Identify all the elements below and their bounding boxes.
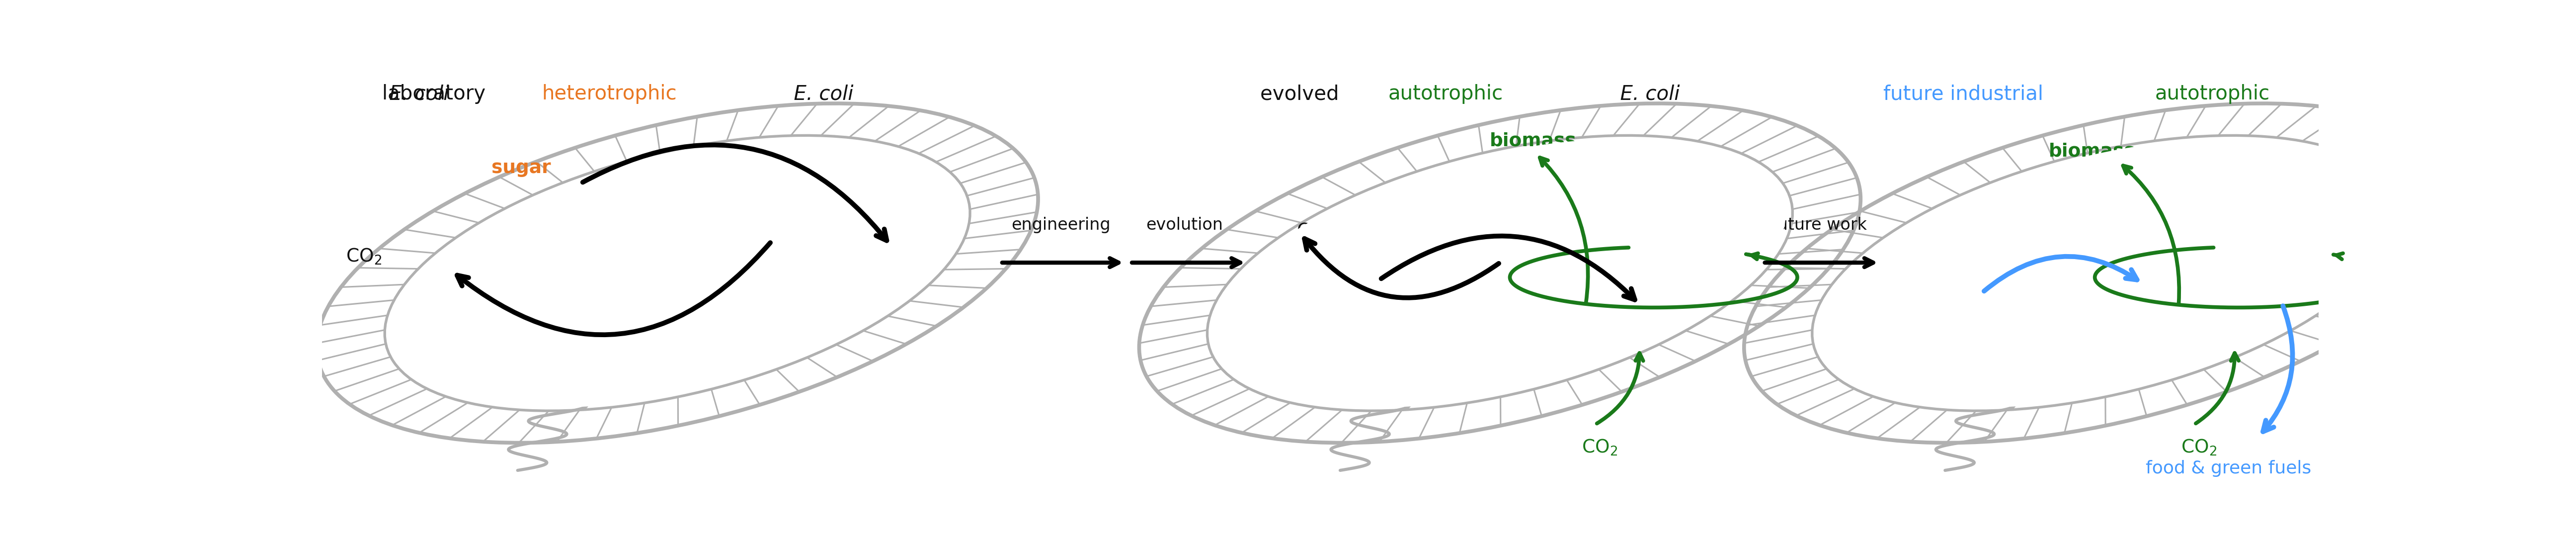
Text: future work: future work (1772, 217, 1868, 233)
Text: laboratory: laboratory (381, 84, 492, 104)
Text: carbon
fixation
cycle: carbon fixation cycle (1628, 254, 1677, 301)
Text: E. coli: E. coli (1607, 84, 1680, 104)
Text: energy: energy (1324, 315, 1383, 332)
Text: heterotrophic: heterotrophic (541, 84, 677, 104)
Text: energy: energy (801, 219, 860, 235)
Ellipse shape (1819, 138, 2391, 408)
Ellipse shape (392, 138, 963, 408)
Text: evolved: evolved (1260, 84, 1345, 104)
Text: food & green fuels: food & green fuels (2146, 460, 2311, 477)
Text: evolution: evolution (1146, 217, 1224, 233)
Text: sugar: sugar (492, 159, 551, 177)
Text: E. coli: E. coli (376, 84, 448, 104)
Text: CO$_2$: CO$_2$ (345, 247, 381, 266)
Text: CO$_2$: CO$_2$ (1296, 222, 1332, 241)
Text: autotrophic: autotrophic (2154, 84, 2269, 104)
Text: autotrophic: autotrophic (1388, 84, 1502, 104)
Text: E. coli: E. coli (781, 84, 853, 104)
Text: CO$_2$: CO$_2$ (1582, 438, 1618, 457)
Text: engineering: engineering (1010, 217, 1110, 233)
Text: chemical: chemical (1316, 288, 1394, 305)
Text: biomass: biomass (2048, 142, 2136, 160)
Ellipse shape (1213, 138, 1785, 408)
Text: CO$_2$: CO$_2$ (2182, 438, 2215, 457)
Text: future industrial: future industrial (1883, 84, 2050, 104)
Text: energy: energy (1958, 323, 2020, 340)
Text: biomass: biomass (778, 270, 863, 288)
Text: biomass: biomass (1489, 132, 1577, 150)
Text: renewable: renewable (1942, 296, 2032, 313)
Text: carbon
fixation
cycle: carbon fixation cycle (2213, 254, 2264, 301)
Text: +: + (832, 244, 845, 261)
